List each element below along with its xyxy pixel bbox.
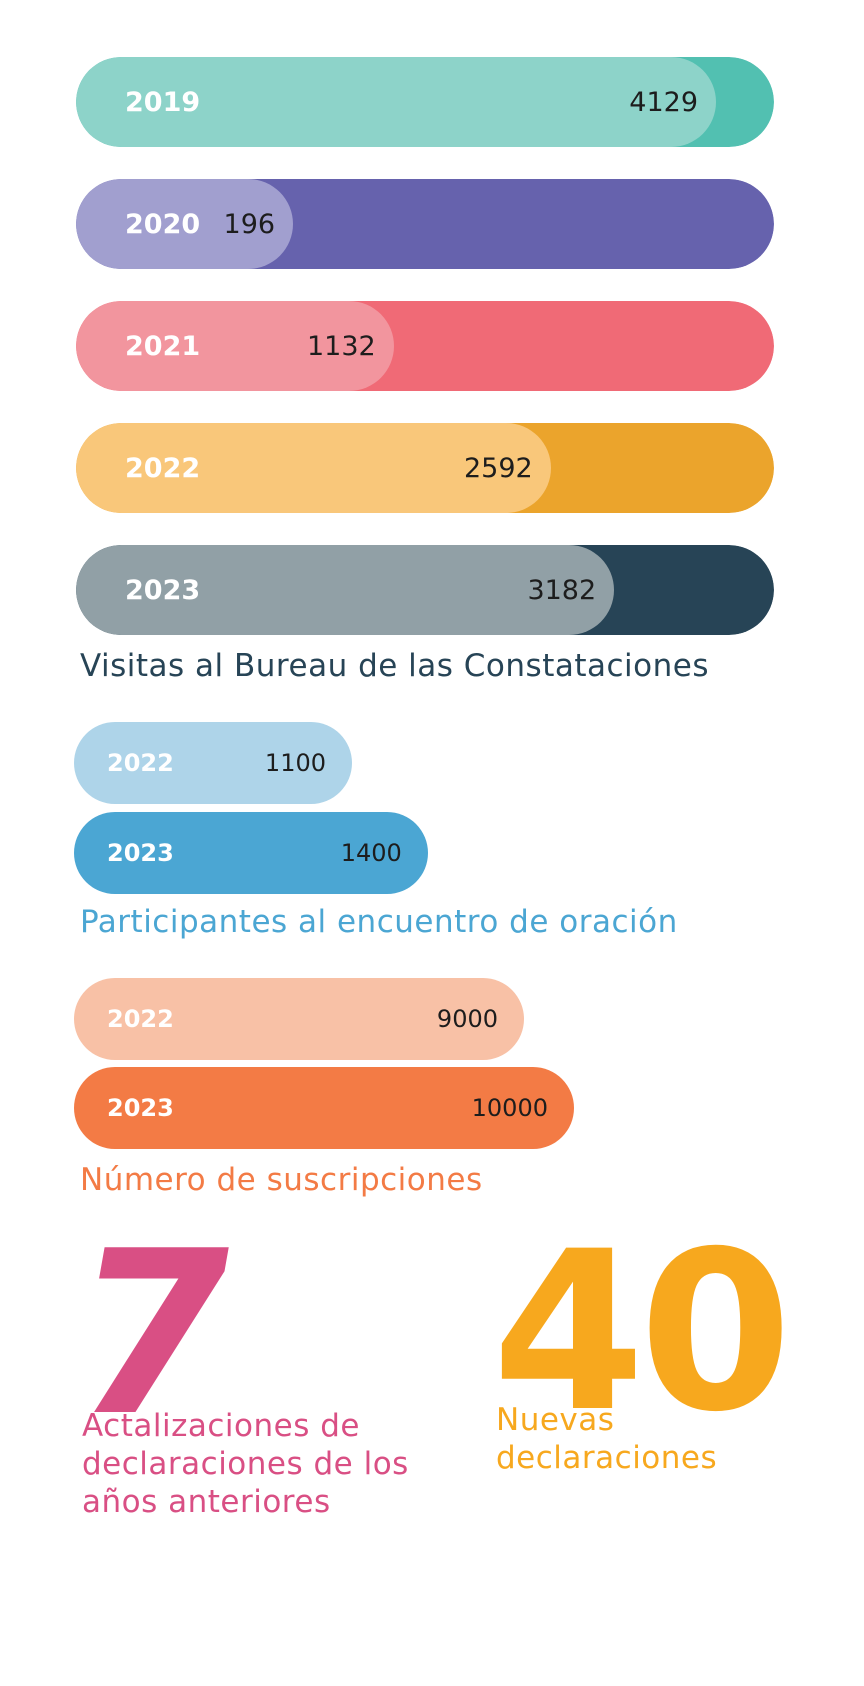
bar-2020 xyxy=(76,179,294,269)
bar-row-2021: 2021 1132 xyxy=(76,301,774,391)
bar-year-label-2020: 2020 xyxy=(125,208,201,240)
chart-title-participantes: Participantes al encuentro de oración xyxy=(80,904,678,940)
bar-2022 xyxy=(76,423,551,513)
bar-value-label-2023: 3182 xyxy=(527,574,597,606)
bar-year-label-2021: 2021 xyxy=(125,330,201,362)
bar-value-label-2019: 4129 xyxy=(629,86,698,118)
stat-label-actualizaciones: Actalizaciones de declaraciones de los a… xyxy=(82,1408,409,1520)
bar-2022: 2022 9000 xyxy=(74,978,524,1060)
bar-year-label-2022: 2022 xyxy=(125,452,201,484)
bar-2023 xyxy=(76,545,615,635)
bar-year-label-2023: 2023 xyxy=(107,839,174,867)
bar-value-label-2021: 1132 xyxy=(307,330,376,362)
bar-year-label-2023: 2023 xyxy=(107,1094,174,1122)
bar-year-label-2022: 2022 xyxy=(107,1005,174,1033)
bar-year-label-2023: 2023 xyxy=(125,574,201,606)
bar-value-label-2023: 10000 xyxy=(471,1094,548,1122)
bar-year-label-2022: 2022 xyxy=(107,749,174,777)
stat-number-nuevas: 40 xyxy=(492,1204,792,1460)
bar-row-2020: 2020 196 xyxy=(76,179,774,269)
bar-2023: 2023 10000 xyxy=(74,1067,574,1149)
bar-value-label-2022: 9000 xyxy=(436,1005,498,1033)
bar-2021 xyxy=(76,301,394,391)
bar-value-label-2020: 196 xyxy=(223,208,276,240)
bar-row-2022: 2022 2592 xyxy=(76,423,774,513)
bar-2019 xyxy=(76,57,716,147)
bar-value-label-2022: 2592 xyxy=(464,452,533,484)
chart-title-suscripciones: Número de suscripciones xyxy=(80,1162,483,1198)
bar-row-2023: 2023 3182 xyxy=(76,545,774,635)
bar-2023: 2023 1400 xyxy=(74,812,428,894)
bar-row-2019: 2019 4129 xyxy=(76,57,774,147)
bar-value-label-2022: 1100 xyxy=(264,749,326,777)
bar-value-label-2023: 1400 xyxy=(340,839,402,867)
bar-year-label-2019: 2019 xyxy=(125,86,201,118)
chart-title-visitas: Visitas al Bureau de las Constataciones xyxy=(80,648,709,684)
stat-label-nuevas: Nuevas declaraciones xyxy=(496,1402,718,1476)
bar-2022: 2022 1100 xyxy=(74,722,352,804)
